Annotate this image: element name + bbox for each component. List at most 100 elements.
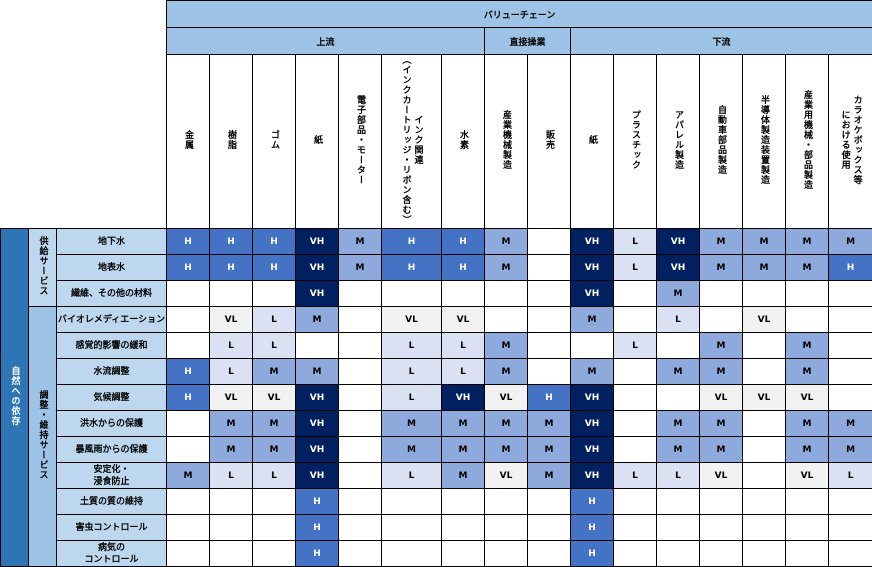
- rating-cell: [210, 489, 253, 515]
- rating-cell: [614, 489, 657, 515]
- rating-cell: L: [614, 463, 657, 489]
- column-header: カラオケボックス等 における使用: [829, 55, 872, 229]
- rating-cell: [210, 515, 253, 541]
- rating-cell: [296, 333, 339, 359]
- rating-cell: M: [253, 437, 296, 463]
- column-header-label: 自動車部品製造: [715, 105, 727, 175]
- rating-cell: [339, 307, 382, 333]
- rating-cell: [339, 541, 382, 567]
- row-label: 地下水: [57, 229, 167, 255]
- rating-cell: M: [210, 437, 253, 463]
- dependency-label: 自然への依存: [1, 229, 29, 567]
- column-header: 半導体製造装置製造: [743, 55, 786, 229]
- rating-cell: VH: [296, 437, 339, 463]
- rating-cell: L: [382, 385, 442, 411]
- rating-cell: [786, 307, 829, 333]
- rating-cell: L: [253, 463, 296, 489]
- column-header: インク関連 （インクカートリッジ・リボン含む）: [382, 55, 442, 229]
- rating-cell: [743, 515, 786, 541]
- rating-cell: H: [296, 541, 339, 567]
- column-header-label: 半導体製造装置製造: [758, 95, 770, 185]
- column-header-label: 産業機械製造: [500, 110, 512, 170]
- dependency-label-text: 自然への依存: [9, 366, 21, 426]
- rating-cell: L: [210, 359, 253, 385]
- category-label: 供給サービス: [29, 229, 57, 307]
- rating-cell: H: [210, 229, 253, 255]
- rating-cell: [528, 281, 571, 307]
- rating-cell: VH: [571, 281, 614, 307]
- rating-cell: M: [253, 411, 296, 437]
- column-header: ゴム: [253, 55, 296, 229]
- column-header: 販売: [528, 55, 571, 229]
- rating-cell: VL: [253, 385, 296, 411]
- rating-cell: M: [786, 333, 829, 359]
- rating-cell: [339, 333, 382, 359]
- rating-cell: H: [442, 255, 485, 281]
- row-label: 地表水: [57, 255, 167, 281]
- rating-cell: [614, 541, 657, 567]
- rating-cell: [614, 281, 657, 307]
- rating-cell: M: [786, 255, 829, 281]
- rating-cell: VH: [571, 229, 614, 255]
- rating-cell: [829, 541, 872, 567]
- rating-cell: H: [167, 229, 210, 255]
- rating-cell: [528, 359, 571, 385]
- rating-cell: [253, 515, 296, 541]
- rating-cell: L: [442, 359, 485, 385]
- rating-cell: M: [657, 437, 700, 463]
- rating-cell: [528, 541, 571, 567]
- rating-cell: M: [339, 229, 382, 255]
- rating-cell: H: [296, 489, 339, 515]
- column-header: 産業用機械・部品製造: [786, 55, 829, 229]
- rating-cell: L: [253, 307, 296, 333]
- rating-cell: [442, 515, 485, 541]
- rating-cell: VH: [571, 437, 614, 463]
- rating-cell: [743, 281, 786, 307]
- rating-cell: H: [571, 515, 614, 541]
- rating-cell: L: [253, 333, 296, 359]
- rating-cell: M: [485, 437, 528, 463]
- rating-cell: L: [614, 255, 657, 281]
- rating-cell: [743, 463, 786, 489]
- group-header: 上流: [167, 28, 485, 55]
- rating-cell: VH: [442, 385, 485, 411]
- rating-cell: [743, 411, 786, 437]
- row-label: 気候調整: [57, 385, 167, 411]
- rating-cell: [657, 489, 700, 515]
- rating-cell: M: [210, 411, 253, 437]
- rating-cell: [829, 359, 872, 385]
- rating-cell: [382, 489, 442, 515]
- rating-cell: H: [442, 229, 485, 255]
- category-label: 調整・維持サービス: [29, 307, 57, 567]
- rating-cell: VH: [296, 385, 339, 411]
- rating-cell: M: [786, 411, 829, 437]
- rating-cell: M: [528, 463, 571, 489]
- rating-cell: H: [167, 255, 210, 281]
- rating-cell: VL: [210, 385, 253, 411]
- rating-cell: [382, 281, 442, 307]
- row-label: 水流調整: [57, 359, 167, 385]
- column-header-label: 電子部品・モーター: [354, 95, 366, 185]
- row-label: 繊維、その他の材料: [57, 281, 167, 307]
- rating-cell: [528, 229, 571, 255]
- rating-cell: M: [743, 255, 786, 281]
- rating-cell: VL: [442, 307, 485, 333]
- rating-cell: [528, 255, 571, 281]
- rating-cell: [528, 489, 571, 515]
- rating-cell: M: [382, 437, 442, 463]
- row-label: 土質の質の維持: [57, 489, 167, 515]
- rating-cell: [210, 281, 253, 307]
- rating-cell: [700, 541, 743, 567]
- rating-cell: [743, 541, 786, 567]
- rating-cell: [339, 489, 382, 515]
- rating-cell: M: [485, 255, 528, 281]
- rating-cell: M: [571, 359, 614, 385]
- column-header-label: 産業用機械・部品製造: [801, 90, 813, 190]
- row-label: 洪水からの保護: [57, 411, 167, 437]
- rating-cell: M: [296, 307, 339, 333]
- column-header-label: 樹脂: [225, 130, 237, 150]
